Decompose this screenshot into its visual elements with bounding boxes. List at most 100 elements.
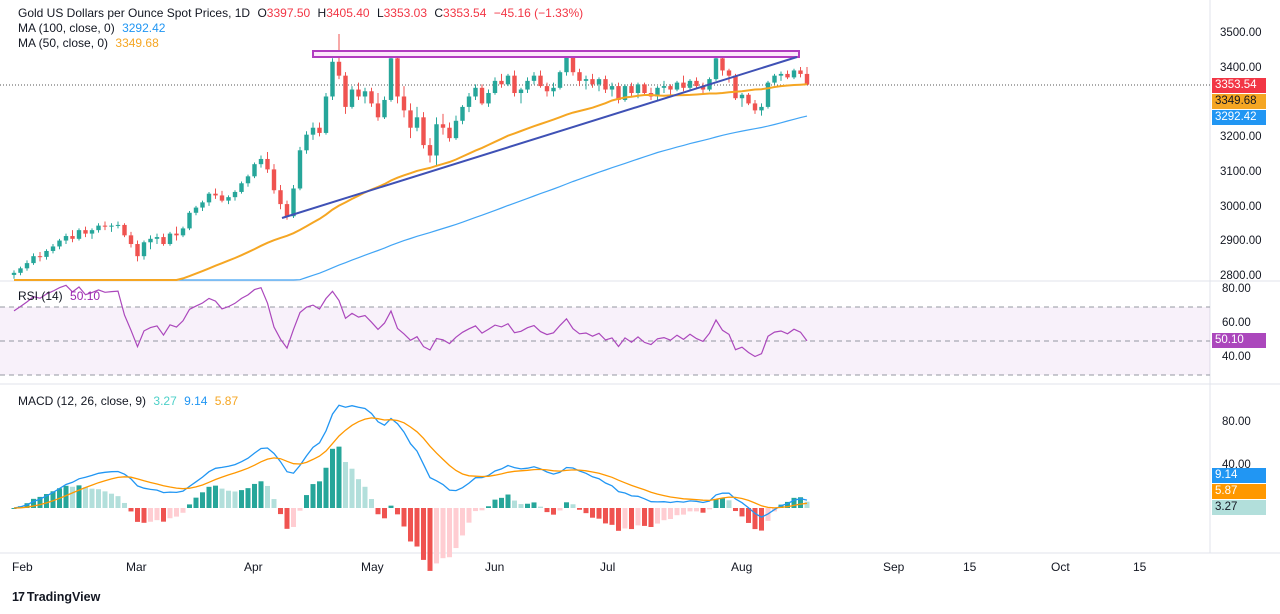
candle-body bbox=[96, 225, 101, 231]
macd-histogram-bar bbox=[70, 486, 75, 508]
candle-body bbox=[466, 96, 472, 107]
candle-body bbox=[258, 158, 264, 165]
macd-histogram-bar bbox=[297, 508, 303, 511]
candle-body bbox=[401, 96, 407, 111]
candle-body bbox=[226, 197, 231, 201]
macd-histogram-bar bbox=[486, 506, 491, 508]
macd-histogram-bar bbox=[453, 508, 459, 549]
macd-axis-tick: 40.00 bbox=[1222, 458, 1251, 471]
candle-body bbox=[44, 250, 49, 257]
macd-histogram-bar bbox=[700, 508, 706, 513]
candle-body bbox=[635, 84, 641, 94]
price-axis-tick: 3100.00 bbox=[1220, 165, 1262, 178]
candle-body bbox=[284, 204, 290, 217]
candle-body bbox=[115, 224, 121, 226]
candle-body bbox=[460, 106, 465, 121]
candle-body bbox=[343, 75, 348, 107]
candle-body bbox=[798, 70, 803, 74]
high-value: 3405.40 bbox=[326, 6, 370, 20]
ascending-trendline[interactable] bbox=[281, 56, 798, 219]
candle-body bbox=[733, 75, 738, 99]
candle-body bbox=[18, 268, 23, 273]
macd-histogram-bar bbox=[642, 508, 647, 526]
macd-histogram-bar bbox=[102, 491, 108, 508]
candle-body bbox=[271, 169, 277, 191]
macd-histogram-bar bbox=[180, 508, 186, 513]
candle-body bbox=[382, 99, 387, 118]
candle-body bbox=[544, 86, 550, 92]
macd-histogram-bar bbox=[356, 479, 361, 508]
date-axis-tick: 15 bbox=[963, 560, 977, 574]
macd-histogram-bar bbox=[291, 508, 296, 527]
rsi-value: 50.10 bbox=[70, 289, 101, 303]
macd-histogram-bar bbox=[759, 508, 764, 531]
candle-body bbox=[356, 89, 361, 97]
candle-body bbox=[694, 80, 699, 87]
candle-body bbox=[336, 61, 342, 76]
last-price-tag: 3353.54 bbox=[1212, 78, 1266, 93]
macd-histogram-bar bbox=[44, 494, 49, 508]
tradingview-brand[interactable]: 17 TradingView bbox=[12, 590, 100, 604]
ma100-legend: MA (100, close, 0) 3292.42 bbox=[18, 21, 169, 35]
candle-body bbox=[583, 79, 589, 81]
candle-body bbox=[518, 89, 524, 94]
candle-body bbox=[89, 230, 95, 234]
candle-body bbox=[473, 87, 478, 97]
macd-histogram-bar bbox=[674, 508, 680, 516]
candle-body bbox=[219, 195, 225, 201]
candle-body bbox=[102, 225, 108, 227]
macd-histogram-bar bbox=[791, 497, 797, 508]
macd-histogram-bar bbox=[408, 508, 413, 542]
candle-body bbox=[434, 124, 439, 156]
date-axis-tick: Sep bbox=[883, 560, 905, 574]
candle-body bbox=[453, 120, 459, 139]
candle-body bbox=[265, 158, 270, 170]
candle-body bbox=[687, 80, 693, 88]
signal-price-tag: 5.87 bbox=[1212, 484, 1266, 499]
macd-histogram-bar bbox=[141, 508, 147, 523]
candle-body bbox=[538, 75, 543, 87]
macd-histogram-bar bbox=[785, 501, 790, 508]
rsi-pane bbox=[13, 284, 808, 358]
macd-histogram-bar bbox=[362, 486, 368, 508]
macd-histogram-bar bbox=[206, 486, 212, 508]
candle-body bbox=[596, 79, 602, 85]
macd-histogram-bar bbox=[31, 498, 36, 508]
macd-histogram-bar bbox=[304, 495, 309, 508]
macd-histogram-bar bbox=[648, 508, 654, 528]
candle-body bbox=[765, 82, 771, 107]
macd-histogram-bar bbox=[427, 508, 433, 571]
candle-body bbox=[232, 191, 238, 198]
candle-body bbox=[24, 263, 30, 269]
candle-body bbox=[700, 86, 706, 90]
macd-histogram-bar bbox=[713, 499, 719, 508]
macd-histogram-bar bbox=[609, 508, 615, 525]
candle-body bbox=[609, 86, 615, 90]
macd-histogram-bar bbox=[707, 508, 712, 510]
candle-body bbox=[564, 56, 569, 73]
candle-body bbox=[349, 89, 355, 107]
price-axis-tick: 3500.00 bbox=[1220, 27, 1262, 39]
macd-histogram-bar bbox=[161, 508, 166, 522]
date-axis-tick: Apr bbox=[244, 560, 263, 574]
symbol-legend: Gold US Dollars per Ounce Spot Prices, 1… bbox=[18, 6, 587, 20]
tradingview-logo-icon: 17 bbox=[12, 590, 25, 604]
candle-body bbox=[531, 75, 537, 81]
macd-histogram-bar bbox=[200, 492, 205, 508]
candle-body bbox=[577, 72, 582, 81]
date-axis-tick: Mar bbox=[126, 560, 147, 574]
close-label: C bbox=[434, 6, 444, 20]
date-axis-tick: Jul bbox=[600, 560, 616, 574]
low-label: L bbox=[376, 6, 384, 20]
resistance-zone[interactable] bbox=[312, 50, 800, 58]
macd-histogram-bar bbox=[499, 497, 504, 508]
macd-histogram-bar bbox=[460, 508, 465, 536]
candle-body bbox=[141, 242, 147, 257]
date-axis-tick: May bbox=[361, 560, 384, 574]
macd-histogram-bar bbox=[239, 490, 244, 508]
ma50-label: MA (50, close, 0) bbox=[18, 36, 109, 50]
macd-histogram-bar bbox=[564, 502, 569, 508]
candle-body bbox=[752, 103, 758, 111]
macd-histogram-bar bbox=[167, 508, 173, 519]
